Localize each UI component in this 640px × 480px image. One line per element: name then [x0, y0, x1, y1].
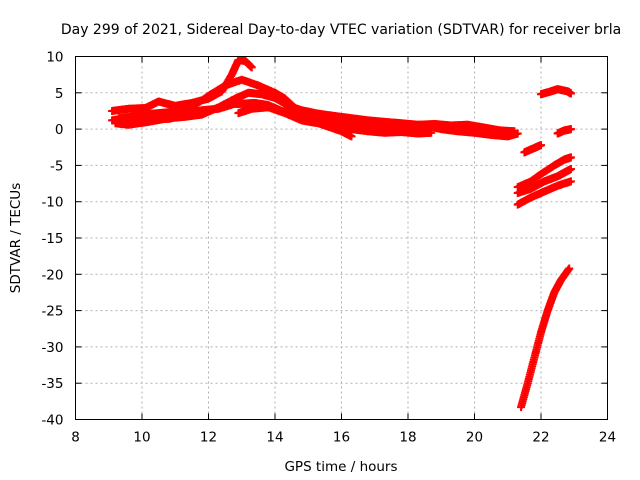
data-series-track-10 [513, 165, 575, 197]
data-series-track-6 [520, 141, 545, 157]
data-point [566, 89, 575, 98]
tick-layer: 8 10 12 14 16 18 20 22 24 -40 -35 -30 -25 -20 -15 -10 -5… [41, 50, 616, 446]
y-tick-label: -35 [41, 376, 63, 392]
data-point [247, 63, 256, 72]
x-tick-label: 18 [399, 430, 416, 446]
chart-title: Day 299 of 2021, Sidereal Day-to-day VTE… [61, 22, 621, 38]
x-tick-label: 24 [599, 430, 616, 446]
x-tick-label: 16 [333, 430, 350, 446]
data-layer [108, 56, 575, 412]
y-axis-label: SDTVAR / TECUs [8, 183, 24, 293]
x-tick-label: 14 [266, 430, 283, 446]
y-tick-label: 5 [55, 86, 64, 102]
data-point [510, 127, 519, 136]
y-tick-label: -5 [50, 158, 63, 174]
data-series-track-7 [537, 85, 575, 99]
data-point [565, 264, 574, 273]
data-series-track-2 [108, 75, 522, 141]
data-series-track-11 [513, 177, 575, 209]
data-point [537, 141, 545, 150]
x-tick-label: 10 [133, 430, 150, 446]
x-axis-label: GPS time / hours [284, 459, 397, 475]
y-tick-label: -25 [41, 304, 63, 320]
y-tick-label: -10 [41, 195, 63, 211]
y-tick-label: -20 [41, 267, 63, 283]
x-tick-label: 12 [200, 430, 217, 446]
data-point [566, 165, 575, 174]
plot-frame [75, 56, 608, 420]
x-tick-label: 22 [532, 430, 549, 446]
x-tick-label: 20 [466, 430, 483, 446]
data-point [347, 132, 356, 141]
y-tick-label: 0 [55, 122, 64, 138]
data-point [566, 177, 575, 186]
data-series-track-9 [513, 153, 575, 192]
y-tick-label: -40 [41, 413, 63, 429]
data-series-track-8 [553, 125, 575, 138]
data-series-track-12 [517, 264, 574, 412]
y-tick-label: -30 [41, 340, 63, 356]
x-tick-label: 8 [71, 430, 80, 446]
data-point [566, 125, 575, 134]
y-tick-label: 10 [46, 50, 63, 66]
data-point [566, 153, 575, 162]
data-point [427, 128, 436, 137]
y-tick-label: -15 [41, 231, 63, 247]
data-series-track-5 [234, 103, 436, 138]
